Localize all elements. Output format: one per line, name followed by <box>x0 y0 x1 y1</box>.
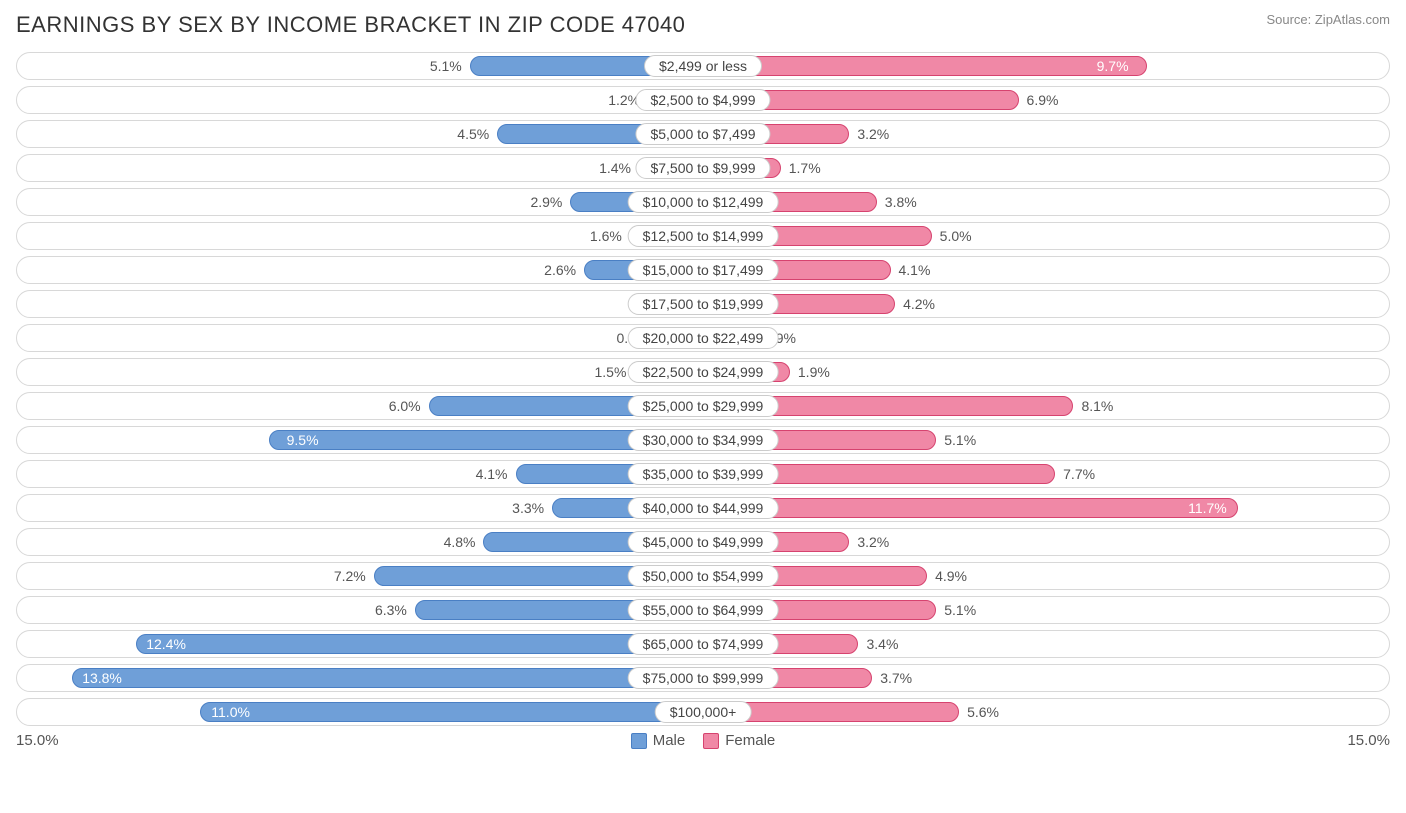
pct-label-female: 11.7% <box>1188 495 1227 521</box>
pct-label-male: 1.4% <box>599 155 631 181</box>
pct-label-male: 2.6% <box>544 257 576 283</box>
pct-label-female: 9.7% <box>1097 53 1129 79</box>
category-pill: $5,000 to $7,499 <box>635 123 770 145</box>
bar-female <box>703 56 1147 76</box>
category-pill: $20,000 to $22,499 <box>628 327 779 349</box>
bar-row: 9.5% 5.1% $30,000 to $34,999 <box>16 426 1390 454</box>
legend-swatch-male <box>631 733 647 749</box>
bar-row: 2.9% 3.8% $10,000 to $12,499 <box>16 188 1390 216</box>
pct-label-female: 3.7% <box>880 665 912 691</box>
bar-male <box>72 668 703 688</box>
bar-row: 13.8% 3.7% $75,000 to $99,999 <box>16 664 1390 692</box>
category-pill: $25,000 to $29,999 <box>628 395 779 417</box>
bar-male <box>200 702 703 722</box>
bar-male <box>136 634 703 654</box>
bar-row: 6.0% 8.1% $25,000 to $29,999 <box>16 392 1390 420</box>
category-pill: $50,000 to $54,999 <box>628 565 779 587</box>
diverging-bar-chart: 5.1%9.7%$2,499 or less1.2%6.9%$2,500 to … <box>16 52 1390 726</box>
pct-label-female: 5.1% <box>944 427 976 453</box>
pct-label-female: 1.9% <box>798 359 830 385</box>
pct-label-female: 3.8% <box>885 189 917 215</box>
pct-label-female: 4.2% <box>903 291 935 317</box>
category-pill: $22,500 to $24,999 <box>628 361 779 383</box>
bar-row: 11.0% 5.6% $100,000+ <box>16 698 1390 726</box>
bar-row: 6.3% 5.1% $55,000 to $64,999 <box>16 596 1390 624</box>
pct-label-female: 3.2% <box>857 121 889 147</box>
chart-footer: 15.0% Male Female 15.0% <box>16 732 1390 749</box>
pct-label-female: 5.6% <box>967 699 999 725</box>
category-pill: $2,499 or less <box>644 55 762 77</box>
legend-label-male: Male <box>653 732 686 749</box>
category-pill: $12,500 to $14,999 <box>628 225 779 247</box>
bar-row: 1.5% 1.9% $22,500 to $24,999 <box>16 358 1390 386</box>
chart-header: EARNINGS BY SEX BY INCOME BRACKET IN ZIP… <box>16 12 1390 38</box>
category-pill: $40,000 to $44,999 <box>628 497 779 519</box>
pct-label-female: 8.1% <box>1081 393 1113 419</box>
bar-row: 0.85%0.99%$20,000 to $22,499 <box>16 324 1390 352</box>
pct-label-male: 5.1% <box>430 53 462 79</box>
category-pill: $17,500 to $19,999 <box>628 293 779 315</box>
bar-row: 4.8% 3.2% $45,000 to $49,999 <box>16 528 1390 556</box>
pct-label-female: 3.2% <box>857 529 889 555</box>
category-pill: $10,000 to $12,499 <box>628 191 779 213</box>
category-pill: $55,000 to $64,999 <box>628 599 779 621</box>
bar-row: 4.1% 7.7% $35,000 to $39,999 <box>16 460 1390 488</box>
pct-label-female: 4.1% <box>899 257 931 283</box>
bar-row: 2.6% 4.1% $15,000 to $17,499 <box>16 256 1390 284</box>
legend-item-male: Male <box>631 732 686 749</box>
category-pill: $65,000 to $74,999 <box>628 633 779 655</box>
pct-label-male: 9.5% <box>287 427 319 453</box>
pct-label-female: 3.4% <box>866 631 898 657</box>
bar-row: 4.5% 3.2% $5,000 to $7,499 <box>16 120 1390 148</box>
pct-label-male: 6.0% <box>389 393 421 419</box>
bar-row: 3.3% 11.7% $40,000 to $44,999 <box>16 494 1390 522</box>
axis-right-max: 15.0% <box>1347 732 1390 749</box>
chart-title: EARNINGS BY SEX BY INCOME BRACKET IN ZIP… <box>16 12 685 38</box>
legend-swatch-female <box>703 733 719 749</box>
legend-label-female: Female <box>725 732 775 749</box>
pct-label-male: 6.3% <box>375 597 407 623</box>
bar-row: 1.6% 5.0% $12,500 to $14,999 <box>16 222 1390 250</box>
category-pill: $75,000 to $99,999 <box>628 667 779 689</box>
category-pill: $2,500 to $4,999 <box>635 89 770 111</box>
bar-row: 1.2%6.9%$2,500 to $4,999 <box>16 86 1390 114</box>
axis-left-max: 15.0% <box>16 732 59 749</box>
pct-label-female: 6.9% <box>1027 87 1059 113</box>
pct-label-female: 5.1% <box>944 597 976 623</box>
pct-label-male: 4.1% <box>476 461 508 487</box>
chart-source: Source: ZipAtlas.com <box>1266 12 1390 27</box>
pct-label-male: 1.6% <box>590 223 622 249</box>
bar-row: 12.4% 3.4% $65,000 to $74,999 <box>16 630 1390 658</box>
category-pill: $35,000 to $39,999 <box>628 463 779 485</box>
bar-row: 5.1% 9.7% $2,499 or less <box>16 52 1390 80</box>
category-pill: $45,000 to $49,999 <box>628 531 779 553</box>
bar-row: 0.0%4.2%$17,500 to $19,999 <box>16 290 1390 318</box>
category-pill: $15,000 to $17,499 <box>628 259 779 281</box>
pct-label-male: 4.5% <box>457 121 489 147</box>
pct-label-female: 5.0% <box>940 223 972 249</box>
category-pill: $30,000 to $34,999 <box>628 429 779 451</box>
pct-label-male: 2.9% <box>530 189 562 215</box>
pct-label-male: 11.0% <box>211 699 250 725</box>
bar-row: 1.4% 1.7% $7,500 to $9,999 <box>16 154 1390 182</box>
pct-label-female: 7.7% <box>1063 461 1095 487</box>
pct-label-male: 1.5% <box>594 359 626 385</box>
pct-label-male: 4.8% <box>444 529 476 555</box>
pct-label-female: 4.9% <box>935 563 967 589</box>
pct-label-male: 7.2% <box>334 563 366 589</box>
bar-female <box>703 498 1238 518</box>
bar-row: 7.2% 4.9% $50,000 to $54,999 <box>16 562 1390 590</box>
legend: Male Female <box>631 732 776 749</box>
category-pill: $7,500 to $9,999 <box>635 157 770 179</box>
pct-label-female: 1.7% <box>789 155 821 181</box>
pct-label-male: 12.4% <box>146 631 186 657</box>
category-pill: $100,000+ <box>655 701 752 723</box>
pct-label-male: 3.3% <box>512 495 544 521</box>
legend-item-female: Female <box>703 732 775 749</box>
pct-label-male: 13.8% <box>82 665 122 691</box>
